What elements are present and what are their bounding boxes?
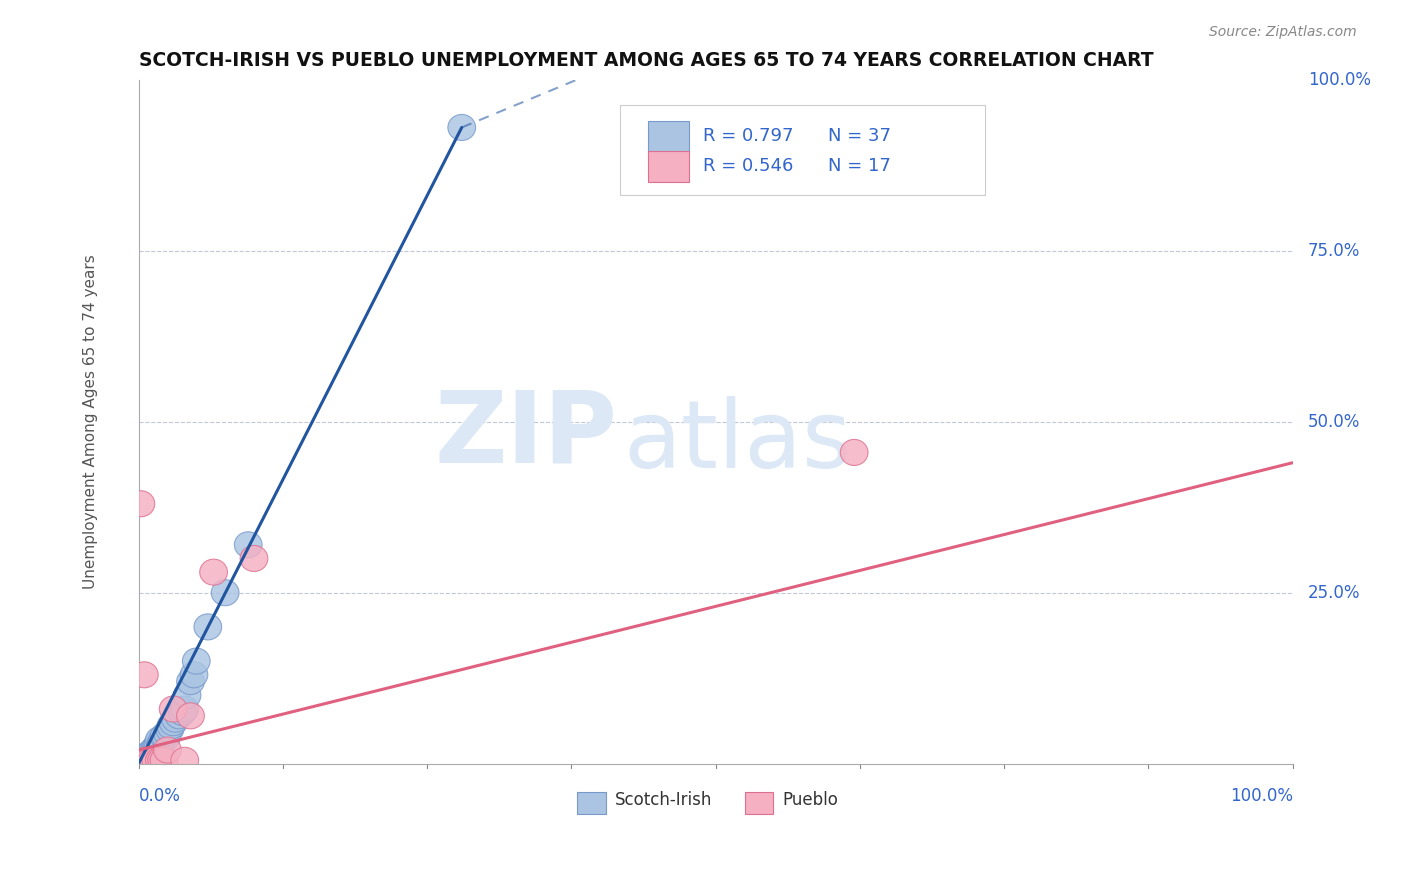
Ellipse shape	[841, 440, 868, 466]
Text: ZIP: ZIP	[434, 387, 617, 483]
Ellipse shape	[153, 737, 181, 763]
Ellipse shape	[143, 733, 172, 760]
Ellipse shape	[194, 614, 222, 640]
Ellipse shape	[142, 747, 170, 773]
Text: 0.0%: 0.0%	[139, 788, 180, 805]
Ellipse shape	[139, 739, 166, 764]
Ellipse shape	[449, 114, 475, 140]
Text: Scotch-Irish: Scotch-Irish	[616, 791, 713, 809]
Ellipse shape	[235, 532, 262, 558]
Bar	[648, 151, 689, 182]
Text: 50.0%: 50.0%	[1308, 413, 1360, 431]
Ellipse shape	[172, 696, 198, 722]
Ellipse shape	[136, 740, 165, 766]
Ellipse shape	[153, 720, 181, 746]
Ellipse shape	[152, 724, 180, 751]
Ellipse shape	[136, 747, 165, 773]
Text: R = 0.797: R = 0.797	[703, 128, 793, 145]
Ellipse shape	[148, 729, 176, 755]
Ellipse shape	[200, 559, 228, 585]
Text: Pueblo: Pueblo	[783, 791, 838, 809]
Text: 100.0%: 100.0%	[1308, 70, 1371, 88]
Ellipse shape	[129, 746, 157, 772]
Ellipse shape	[240, 546, 267, 572]
Ellipse shape	[180, 662, 208, 688]
Ellipse shape	[131, 745, 159, 772]
Ellipse shape	[159, 710, 187, 736]
Ellipse shape	[173, 682, 201, 708]
Ellipse shape	[132, 744, 159, 770]
Bar	[745, 792, 773, 814]
Text: atlas: atlas	[623, 396, 852, 488]
Ellipse shape	[141, 736, 169, 762]
Ellipse shape	[162, 706, 190, 732]
Bar	[648, 120, 689, 153]
Text: R = 0.546: R = 0.546	[703, 158, 793, 176]
Ellipse shape	[156, 716, 184, 742]
Ellipse shape	[145, 747, 173, 773]
Ellipse shape	[135, 745, 163, 772]
Ellipse shape	[142, 737, 170, 763]
Ellipse shape	[177, 669, 204, 695]
Ellipse shape	[169, 699, 197, 725]
Text: 100.0%: 100.0%	[1230, 788, 1292, 805]
Ellipse shape	[139, 747, 166, 773]
Ellipse shape	[150, 747, 177, 773]
Text: 25.0%: 25.0%	[1308, 583, 1360, 602]
Ellipse shape	[145, 727, 173, 753]
Ellipse shape	[128, 747, 156, 773]
Text: N = 17: N = 17	[828, 158, 890, 176]
Ellipse shape	[145, 731, 172, 756]
Text: N = 37: N = 37	[828, 128, 890, 145]
Text: Source: ZipAtlas.com: Source: ZipAtlas.com	[1209, 25, 1357, 39]
Ellipse shape	[132, 747, 159, 773]
Ellipse shape	[177, 703, 204, 729]
Bar	[576, 792, 606, 814]
Ellipse shape	[159, 696, 187, 722]
Ellipse shape	[157, 713, 184, 739]
Ellipse shape	[138, 744, 165, 770]
Text: 75.0%: 75.0%	[1308, 242, 1360, 260]
Ellipse shape	[211, 580, 239, 606]
Ellipse shape	[183, 648, 209, 674]
Ellipse shape	[146, 731, 174, 757]
Text: SCOTCH-IRISH VS PUEBLO UNEMPLOYMENT AMONG AGES 65 TO 74 YEARS CORRELATION CHART: SCOTCH-IRISH VS PUEBLO UNEMPLOYMENT AMON…	[139, 51, 1153, 70]
Ellipse shape	[172, 747, 198, 773]
FancyBboxPatch shape	[620, 105, 984, 194]
Ellipse shape	[132, 747, 160, 772]
Ellipse shape	[165, 703, 193, 729]
Ellipse shape	[131, 662, 159, 688]
Ellipse shape	[134, 742, 162, 769]
Ellipse shape	[127, 491, 155, 516]
Ellipse shape	[131, 747, 159, 773]
Ellipse shape	[150, 723, 177, 749]
Text: Unemployment Among Ages 65 to 74 years: Unemployment Among Ages 65 to 74 years	[83, 254, 97, 589]
Ellipse shape	[134, 747, 162, 773]
Ellipse shape	[139, 740, 167, 766]
Ellipse shape	[148, 747, 176, 773]
